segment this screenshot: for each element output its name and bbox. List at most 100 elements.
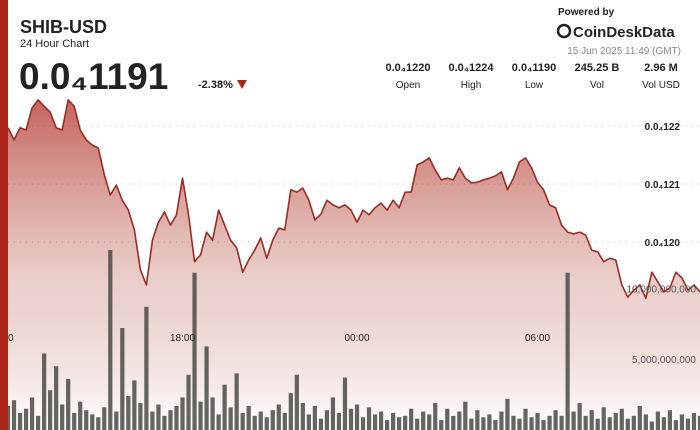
volume-bar: [360, 417, 366, 430]
volume-bar: [403, 415, 408, 430]
volume-bar: [673, 420, 679, 430]
volume-bar: [17, 413, 23, 430]
down-arrow: [237, 80, 247, 89]
volume-bar: [637, 405, 642, 430]
volume-bar: [577, 403, 582, 430]
volume-bar: [559, 415, 564, 430]
volume-bar: [481, 417, 486, 430]
volume-bar: [156, 404, 161, 430]
volume-bar: [246, 405, 251, 430]
volume-bar: [186, 374, 191, 430]
volume-bar: [240, 413, 245, 430]
volume-bar: [204, 346, 209, 430]
volume-bar: [643, 414, 648, 430]
volume-bar: [48, 390, 53, 430]
stat-label: High: [461, 80, 482, 91]
volume-bar: [427, 414, 432, 430]
volume-bar: [493, 420, 498, 430]
volume-bar: [535, 413, 540, 430]
volume-bar: [54, 366, 59, 430]
volume-bar: [679, 414, 685, 430]
price-line: [7, 99, 700, 300]
x-tick-label: 06:00: [525, 333, 550, 344]
volume-bar: [312, 405, 317, 430]
volume-bar: [300, 403, 305, 430]
volume-bar: [697, 415, 700, 430]
volume-bar: [90, 414, 95, 430]
stat-label: Vol USD: [642, 80, 680, 91]
volume-bar: [41, 353, 47, 430]
price-area: [8, 99, 700, 430]
volume-bar: [475, 410, 480, 430]
volume-bar: [595, 418, 600, 430]
price: 0.0₄1191: [19, 56, 168, 97]
volume-bar: [120, 328, 125, 430]
volume-bar: [649, 421, 654, 430]
volume-bar: [288, 393, 293, 430]
change: -2.38%: [198, 79, 233, 91]
volume-bar: [72, 413, 77, 430]
timestamp: 15 Jun 2025 11:49 (GMT): [567, 46, 681, 57]
volume-bar: [192, 272, 197, 430]
volume-bar: [270, 410, 275, 430]
volume-bar: [691, 413, 697, 430]
volume-bar: [565, 272, 570, 430]
accent-stripe: [0, 0, 8, 430]
volume-bar: [378, 411, 384, 430]
stat-label: Vol: [590, 80, 604, 91]
volume-bar: [415, 418, 420, 430]
volume-bar: [499, 411, 504, 430]
volume-bar: [108, 250, 113, 430]
volume-bar: [264, 417, 269, 430]
volume-bar: [571, 411, 576, 430]
stat-value: 0.0₄1190: [512, 62, 556, 74]
volume-bar: [306, 414, 311, 430]
y2-tick-label: 5,000,000,000: [632, 355, 696, 366]
y-tick-label: 0.0₄120: [645, 238, 681, 249]
volume-bar: [348, 408, 354, 430]
stat-label: Low: [525, 80, 544, 91]
volume-bar: [409, 408, 414, 430]
x-tick-label: 00: [2, 333, 14, 344]
powered-by: Powered by: [558, 7, 615, 18]
volume-bar: [168, 410, 173, 430]
volume-bar: [216, 414, 221, 430]
stat-value: 0.0₄1224: [448, 62, 494, 74]
volume-bar: [84, 410, 89, 430]
volume-bar: [78, 401, 83, 430]
stats: 0.0₄1220 Open 0.0₄1224 High 0.0₄1190 Low 245.2…: [385, 62, 679, 91]
volume-bar: [583, 415, 588, 430]
volume-bar: [529, 417, 534, 430]
y-tick-label: 0.0₄122: [645, 122, 681, 133]
volume-bar: [384, 420, 390, 430]
volume-bar: [517, 418, 522, 430]
volume-bar: [60, 404, 65, 430]
stat-value: 245.25 B: [575, 62, 620, 74]
volume-bar: [505, 398, 510, 430]
volume-bar: [324, 410, 330, 430]
volume-bar: [138, 403, 143, 430]
volume-bar: [336, 413, 342, 430]
volume-bar: [511, 415, 516, 430]
volume-bar: [11, 400, 17, 430]
volume-bar: [234, 373, 239, 430]
volume-bar: [114, 411, 119, 430]
volume-bar: [523, 408, 528, 430]
volume-bar: [276, 404, 281, 430]
subtitle: 24 Hour Chart: [20, 38, 89, 50]
volume-bar: [126, 396, 131, 430]
volume-bar: [619, 408, 624, 430]
title: SHIB-USD: [20, 17, 107, 37]
volume-bar: [258, 411, 263, 430]
volume-bar: [252, 415, 257, 430]
volume-bar: [451, 415, 456, 430]
volume-bar: [547, 415, 552, 430]
volume-bar: [228, 407, 233, 430]
volume-bar: [282, 413, 287, 430]
volume-bar: [222, 384, 227, 430]
volume-bar: [354, 404, 360, 430]
volume-bar: [667, 410, 673, 430]
volume-bar: [433, 403, 438, 430]
volume-bar: [553, 410, 558, 430]
